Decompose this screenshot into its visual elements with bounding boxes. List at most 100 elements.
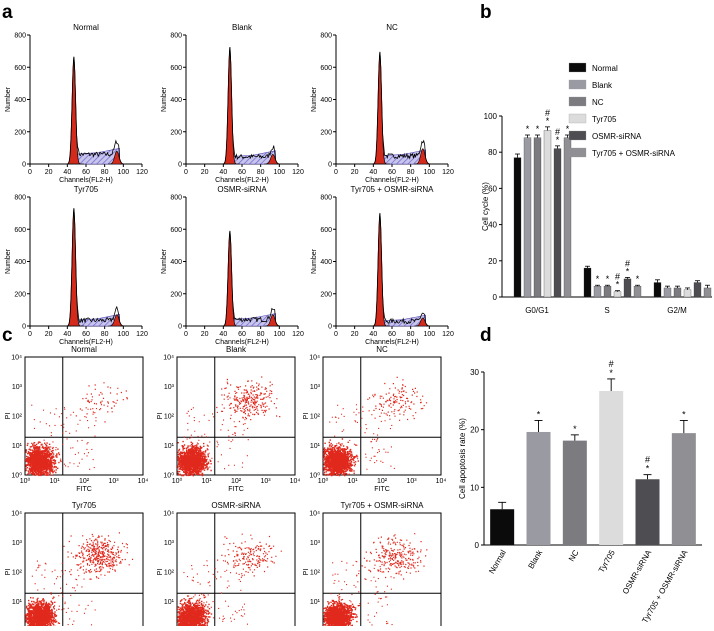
significance-mark: * [606,274,610,284]
y-tick-label: 10³ [310,384,321,391]
dot-plot-title: Normal [71,345,97,354]
x-tick-label: 10³ [108,478,119,485]
significance-mark: * [626,266,630,276]
x-tick-label: 20 [45,169,53,176]
legend-label: NC [592,98,604,107]
bar [593,285,602,298]
category-label: OSMR-siRNA [621,548,654,596]
dot-plot-title: OSMR-siRNA [211,501,261,510]
legend-swatch [568,62,587,73]
x-tick-label: 120 [442,331,454,338]
x-tick-label: 120 [136,331,148,338]
y-tick-label: 800 [14,195,26,202]
x-tick-label: 10⁰ [318,477,329,485]
dot-plot: NC 10⁰ 10¹ 10² 10³ 10⁴ 10⁰ 10¹ 10² 10³ 10⁴ FITC PI [303,345,446,493]
y-axis-label: Cell cycle (%) [481,182,490,231]
x-tick-label: 120 [292,169,304,176]
x-tick-label: 0 [184,169,188,176]
significance-mark: * [537,409,541,419]
category-label: G0/G1 [525,306,549,315]
y-tick-label: 10⁰ [163,472,174,480]
x-tick-label: 10² [79,478,90,485]
y-tick-label: 10¹ [310,443,321,450]
y-tick-label: 400 [170,259,182,266]
legend-label: OSMR-siRNA [592,132,642,141]
cell-events [177,533,282,631]
y-tick-label: 0 [178,162,182,169]
significance-mark: * [596,274,600,284]
y-tick-label: 800 [170,33,182,40]
significance-mark: # [545,108,550,118]
dot-plot-x-label: FITC [374,486,390,493]
y-tick-label: 10³ [12,384,23,391]
legend-label: Blank [592,81,613,90]
y-tick-label: 400 [320,259,332,266]
x-tick-label: 0 [184,331,188,338]
x-tick-label: 120 [136,169,148,176]
x-tick-label: 20 [201,331,209,338]
bar [633,285,642,298]
g1-peak [219,230,241,327]
cell-events [323,376,428,477]
x-tick-label: 40 [219,331,227,338]
significance-mark: * [566,124,570,134]
significance-mark: * [546,116,550,126]
significance-mark: * [536,124,540,134]
significance-mark: # [555,127,560,137]
dot-plot: Blank 10⁰ 10¹ 10² 10³ 10⁴ 10⁰ 10¹ 10² 10³ 10⁴ FITC P… [157,345,300,493]
legend-label: Normal [592,64,618,73]
y-tick-label: 0 [328,324,332,331]
x-tick-label: 100 [423,169,435,176]
x-tick-label: 100 [423,331,435,338]
y-tick-label: 0 [178,324,182,331]
bar [623,278,632,298]
panel-letter-a: a [2,2,13,23]
histogram-plot: Tyr705 + OSMR-siRNA 0 20 40 60 80 100 120 0 200 40… [311,185,454,346]
x-tick-label: 80 [257,169,265,176]
category-label: S [604,306,609,315]
x-tick-label: 40 [219,169,227,176]
histogram-outline [217,230,284,327]
histogram-outline [61,208,128,327]
bar [526,431,551,545]
dot-plot-frame [176,512,296,631]
x-tick-label: 10¹ [49,478,60,485]
dot-plot-x-label: FITC [228,486,244,493]
panel-c-flow-cytometry-dot-plots: Normal 10⁰ 10¹ 10² 10³ 10⁴ 10⁰ 10¹ 10² 10³ 10⁴ FITC… [5,345,446,631]
cell-events [177,376,281,477]
y-tick-label: 10¹ [164,443,175,450]
dot-plot-title: Blank [226,345,247,354]
bar [671,433,696,545]
y-tick-label: 600 [320,227,332,234]
y-tick-label: 10² [310,414,321,421]
dot-plot-title: Tyr705 [72,501,97,510]
bar [703,287,712,298]
histogram-y-label: Number [311,86,318,112]
x-tick-label: 0 [334,331,338,338]
y-tick-label: 40 [488,221,497,230]
g1-peak [369,51,391,165]
y-tick-label: 10³ [310,540,321,547]
histogram-x-label: Channels(FL2-H) [365,339,419,346]
significance-mark: * [682,409,686,419]
x-tick-label: 40 [369,169,377,176]
legend-swatch [568,79,587,90]
significance-mark: * [526,124,530,134]
dot-plot-frame [24,356,144,476]
dot-plot-y-label: PI [157,569,164,576]
x-tick-label: 80 [257,331,265,338]
bar [653,282,662,298]
y-tick-label: 600 [170,227,182,234]
x-tick-label: 10⁴ [436,478,447,485]
y-tick-label: 10¹ [310,599,321,606]
legend-label: Tyr705 + OSMR-siRNA [592,149,676,158]
x-tick-label: 120 [292,331,304,338]
x-tick-label: 100 [117,331,129,338]
x-tick-label: 10⁴ [138,478,149,485]
histogram-title: NC [386,23,398,32]
significance-mark: * [636,274,640,284]
y-tick-label: 10³ [164,384,175,391]
